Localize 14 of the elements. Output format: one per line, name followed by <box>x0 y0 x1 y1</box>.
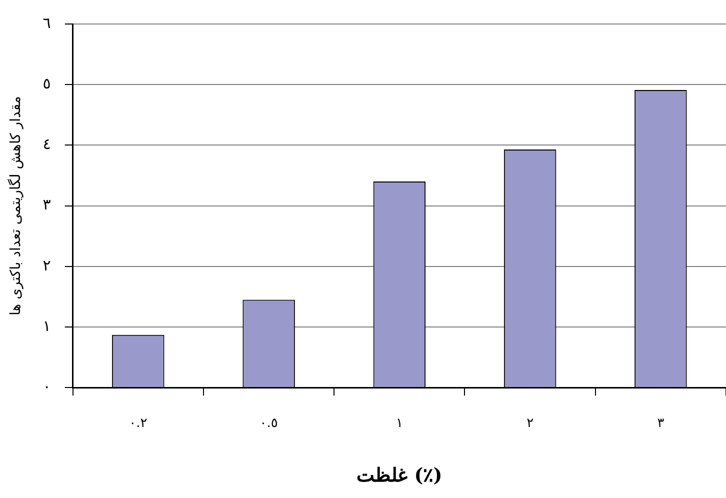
x-tick-label: ٣ <box>657 416 664 431</box>
x-tick-label: ٠.٢ <box>129 416 148 431</box>
y-tick-label: ١ <box>42 316 51 335</box>
x-tick-label: ٠.٥ <box>260 416 278 431</box>
y-tick-label: ٥ <box>42 74 51 92</box>
x-axis-title: غلظت (٪) <box>356 464 442 487</box>
y-tick-label: ٢ <box>42 256 51 274</box>
y-tick-label: ٦ <box>42 14 51 32</box>
x-tick-label: ٢ <box>526 416 534 431</box>
y-tick-label: ٠ <box>42 377 51 396</box>
y-tick-label: ٣ <box>42 196 51 214</box>
x-tick-label: ١ <box>396 416 403 431</box>
y-axis-title: مقدار کاهش لگاریتمی تعداد باکتری ها <box>7 96 24 316</box>
y-tick-label: ٤ <box>42 135 51 154</box>
